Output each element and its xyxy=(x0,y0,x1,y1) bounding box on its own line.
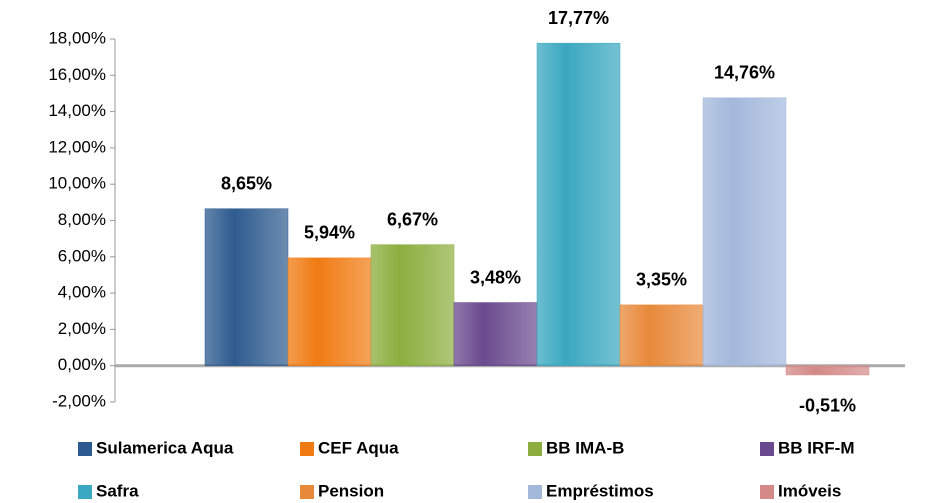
legend-swatch xyxy=(528,485,542,499)
legend-swatch xyxy=(300,485,314,499)
value-label: 3,48% xyxy=(470,267,521,287)
bar xyxy=(702,97,787,366)
y-tick-label: 12,00% xyxy=(48,137,106,156)
value-label: 6,67% xyxy=(387,209,438,229)
legend-swatch xyxy=(760,485,774,499)
bar xyxy=(536,42,621,366)
bar xyxy=(453,302,538,366)
bar xyxy=(204,208,289,366)
legend-label: CEF Aqua xyxy=(318,438,399,457)
y-tick-label: 8,00% xyxy=(58,210,106,229)
legend-label: Imóveis xyxy=(778,481,841,500)
bar xyxy=(785,365,870,376)
legend-label: Pension xyxy=(318,481,384,500)
value-label: 3,35% xyxy=(636,270,687,290)
value-label: 14,76% xyxy=(714,63,775,83)
legend-swatch xyxy=(528,442,542,456)
value-label: 17,77% xyxy=(548,8,609,28)
y-tick-label: 2,00% xyxy=(58,319,106,338)
bar xyxy=(370,244,455,366)
y-tick-label: 10,00% xyxy=(48,174,106,193)
legend-label: BB IMA-B xyxy=(546,438,624,457)
y-tick-label: 4,00% xyxy=(58,283,106,302)
y-tick-label: 16,00% xyxy=(48,65,106,84)
y-tick-label: 0,00% xyxy=(58,355,106,374)
y-tick-label: 14,00% xyxy=(48,101,106,120)
value-label: 5,94% xyxy=(304,223,355,243)
value-label: -0,51% xyxy=(799,396,856,416)
value-label: 8,65% xyxy=(221,173,272,193)
legend-label: BB IRF-M xyxy=(778,438,854,457)
legend-label: Sulamerica Aqua xyxy=(96,438,234,457)
bar xyxy=(619,304,704,366)
legend-label: Empréstimos xyxy=(546,481,654,500)
y-tick-label: 6,00% xyxy=(58,246,106,265)
legend-label: Safra xyxy=(96,481,139,500)
legend-swatch xyxy=(300,442,314,456)
legend-swatch xyxy=(78,485,92,499)
y-tick-label: 18,00% xyxy=(48,28,106,47)
legend-swatch xyxy=(760,442,774,456)
bar xyxy=(287,257,372,366)
legend-swatch xyxy=(78,442,92,456)
y-tick-label: -2,00% xyxy=(52,391,106,410)
